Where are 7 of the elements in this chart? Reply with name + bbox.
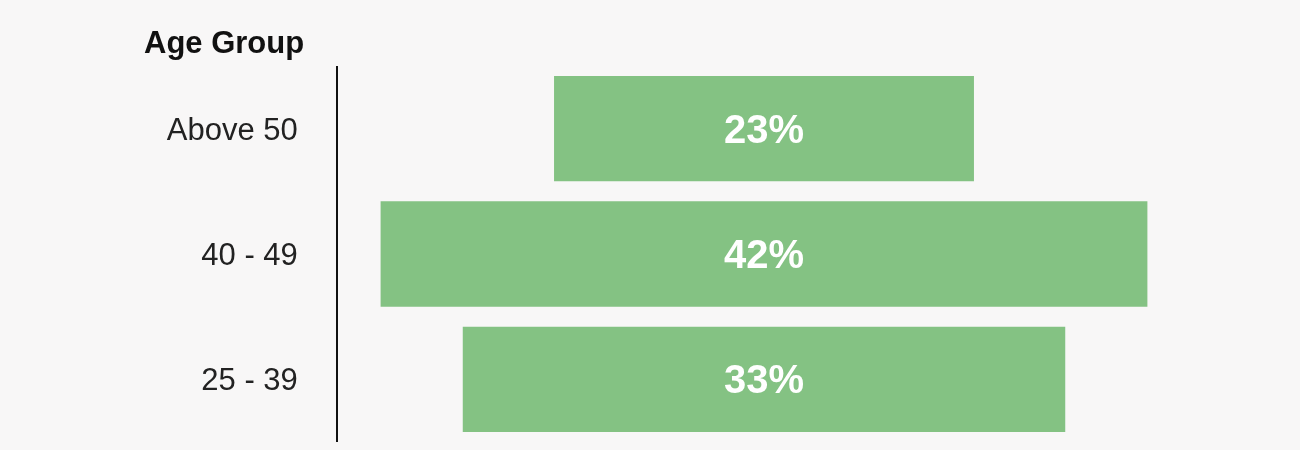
data-label: 23% <box>723 106 805 151</box>
category-label: 25 - 39 <box>201 362 298 398</box>
data-label: 33% <box>723 357 805 402</box>
text: Age Group <box>144 25 305 60</box>
data-label: 42% <box>723 232 805 276</box>
category-label: 40 - 49 <box>201 236 298 272</box>
category-label: Above 50 <box>166 111 298 147</box>
